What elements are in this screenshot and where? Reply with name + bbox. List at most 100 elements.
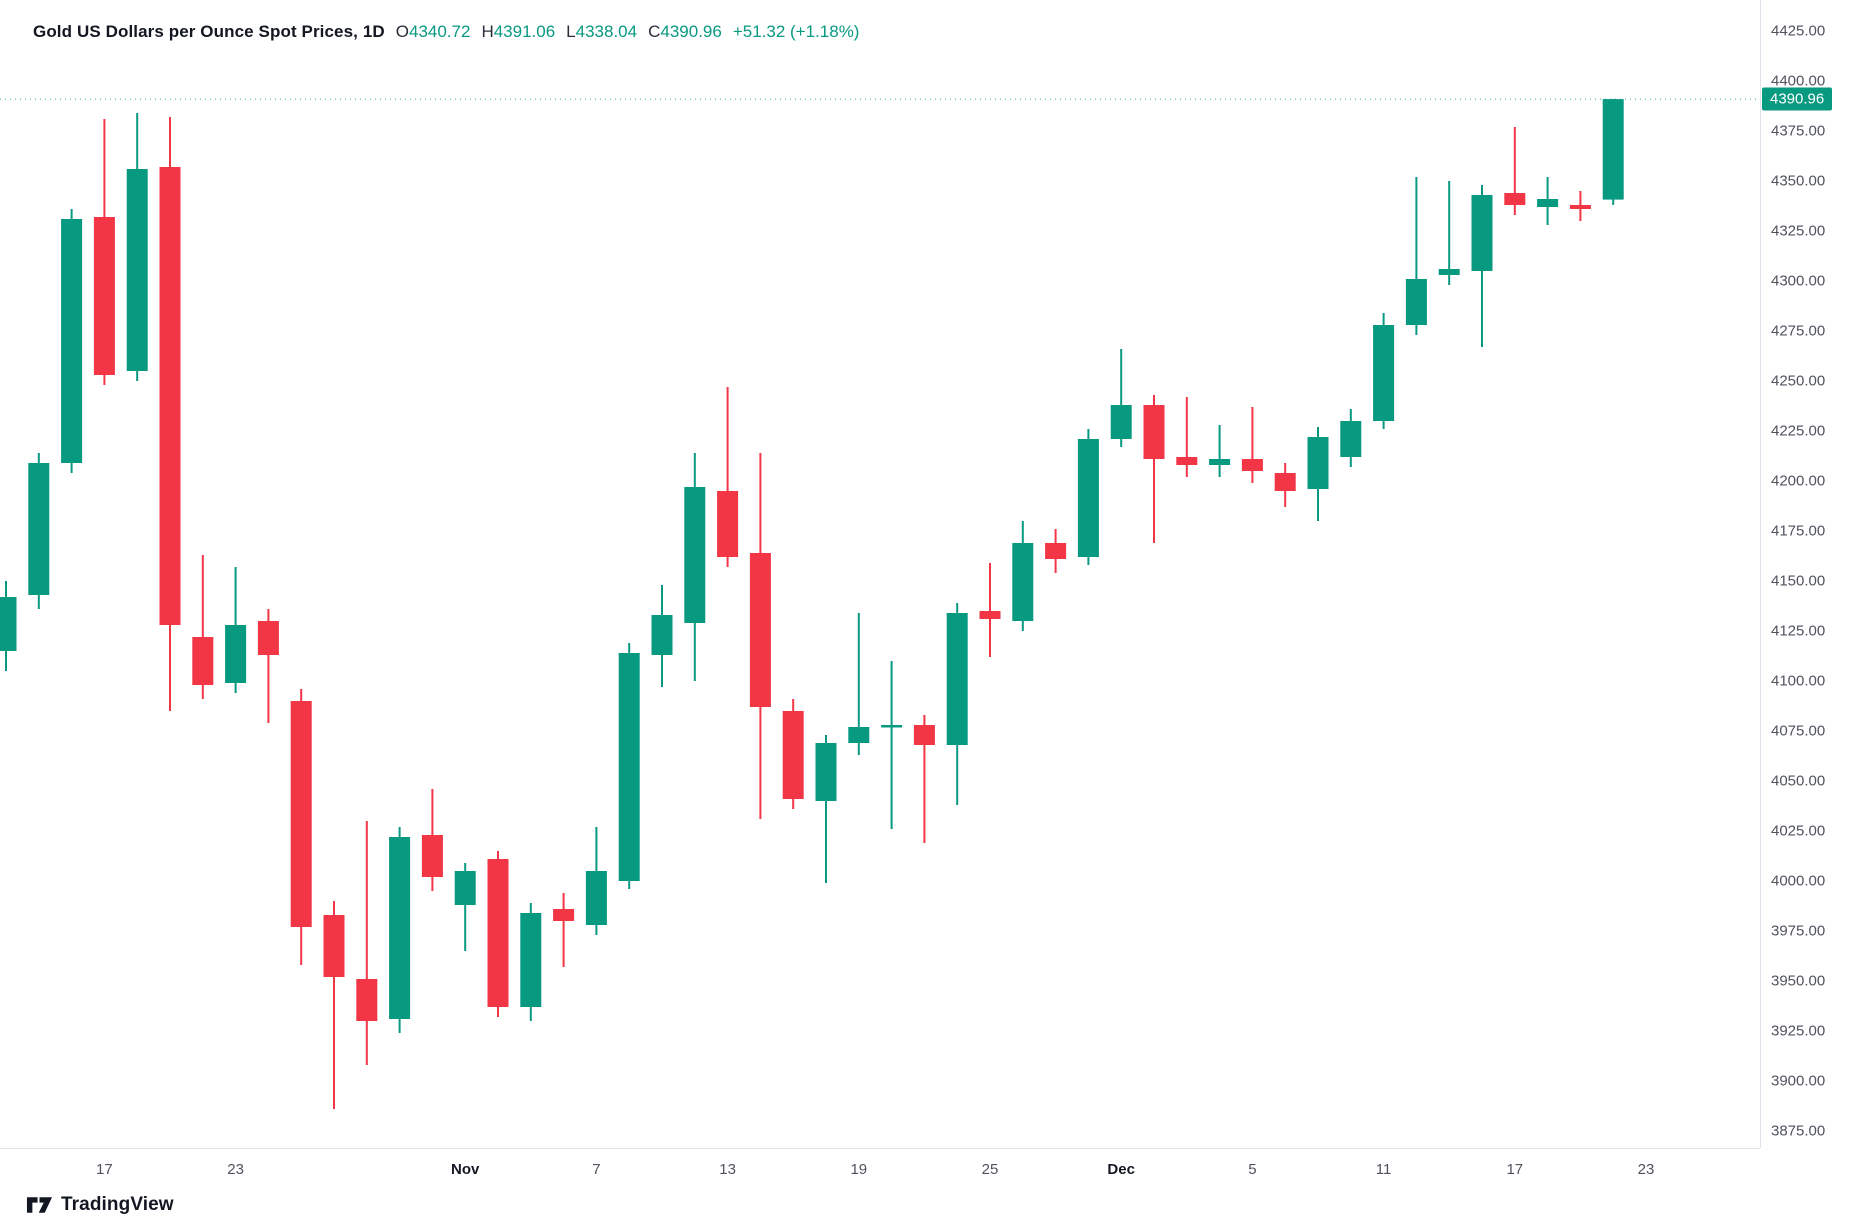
- time-tick-label: 17: [1506, 1161, 1524, 1178]
- candle: [225, 567, 247, 693]
- close-label: C: [648, 22, 661, 41]
- symbol-title[interactable]: Gold US Dollars per Ounce Spot Prices, 1…: [33, 22, 385, 41]
- candle: [651, 585, 673, 687]
- candle: [356, 821, 378, 1065]
- price-tick-label: 4000.00: [1771, 872, 1826, 890]
- high-label: H: [481, 22, 494, 41]
- candle: [881, 661, 903, 829]
- time-tick-label: 11: [1375, 1161, 1392, 1178]
- ohlc-open: O 4340.72: [396, 22, 471, 42]
- time-tick-label: 23: [227, 1161, 244, 1178]
- candle: [913, 715, 935, 843]
- candle: [192, 555, 214, 699]
- candle: [1438, 181, 1460, 285]
- candle: [1569, 191, 1591, 221]
- candle: [93, 119, 115, 385]
- candle: [1209, 425, 1231, 477]
- price-tick-label: 4200.00: [1771, 472, 1826, 490]
- price-axis[interactable]: 4390.96 4425.00 4400.00 4375.00 4350.00 4325…: [1760, 0, 1852, 1148]
- candle: [257, 609, 279, 723]
- price-tick-label: 4050.00: [1771, 772, 1826, 790]
- candle: [585, 827, 607, 935]
- close-value: 4390.96: [660, 22, 722, 41]
- price-tick-label: 4225.00: [1771, 422, 1826, 440]
- price-tick-label: 4075.00: [1771, 722, 1826, 740]
- candle: [1176, 397, 1198, 477]
- price-change: +51.32 (+1.18%): [732, 22, 860, 41]
- last-price-label: 4390.96: [1762, 87, 1833, 111]
- candle: [749, 453, 771, 819]
- candle: [520, 903, 542, 1021]
- brand-name[interactable]: TradingView: [61, 1194, 174, 1215]
- open-value: 4340.72: [408, 22, 471, 41]
- candle: [1340, 409, 1362, 467]
- candle: [0, 581, 17, 671]
- candle: [1077, 429, 1099, 565]
- candle: [618, 643, 640, 889]
- price-tick-label: 4250.00: [1771, 372, 1826, 390]
- time-tick-label: 7: [592, 1161, 601, 1178]
- time-tick-label: 25: [981, 1161, 999, 1178]
- candle: [1012, 521, 1034, 631]
- candle: [61, 209, 83, 473]
- tradingview-logo[interactable]: [26, 1196, 53, 1214]
- time-tick-label: 19: [850, 1161, 868, 1178]
- time-tick-label: Nov: [451, 1161, 480, 1178]
- candle: [1307, 427, 1329, 521]
- price-tick-label: 4150.00: [1771, 572, 1826, 590]
- candle: [389, 827, 411, 1033]
- price-tick-label: 4425.00: [1771, 22, 1826, 40]
- candle: [1537, 177, 1559, 225]
- low-label: L: [566, 22, 576, 41]
- price-tick-label: 4025.00: [1771, 822, 1826, 840]
- candlestick-plot[interactable]: [0, 0, 1760, 1148]
- candle: [1045, 529, 1067, 573]
- open-label: O: [395, 22, 409, 41]
- price-tick-label: 4375.00: [1771, 122, 1826, 140]
- candle: [684, 453, 706, 681]
- candle: [1405, 177, 1427, 335]
- low-value: 4338.04: [575, 22, 638, 41]
- price-tick-label: 3875.00: [1771, 1122, 1826, 1140]
- price-tick-label: 3975.00: [1771, 922, 1826, 940]
- price-tick-label: 4100.00: [1771, 672, 1826, 690]
- time-tick-label: Dec: [1107, 1161, 1135, 1178]
- ohlc-close: C 4390.96: [648, 22, 722, 42]
- candle: [553, 893, 575, 967]
- candle: [454, 863, 476, 951]
- candle: [323, 901, 345, 1109]
- candle: [126, 113, 148, 381]
- ohlc-low: L 4338.04: [566, 22, 637, 42]
- candle: [717, 387, 739, 567]
- candle: [848, 613, 870, 755]
- plot-area[interactable]: [0, 0, 1760, 1148]
- candle: [1504, 127, 1526, 215]
- candle: [1274, 463, 1296, 507]
- price-tick-label: 4350.00: [1771, 172, 1826, 190]
- candle: [979, 563, 1001, 657]
- ohlc-high: H 4391.06: [481, 22, 555, 42]
- candle: [421, 789, 443, 891]
- candle: [946, 603, 968, 805]
- price-tick-label: 3900.00: [1771, 1072, 1826, 1090]
- price-tick-label: 4325.00: [1771, 222, 1826, 240]
- price-tick-label: 4275.00: [1771, 322, 1826, 340]
- candle: [782, 699, 804, 809]
- candle: [1110, 349, 1132, 447]
- candle: [1471, 185, 1493, 347]
- candle: [1373, 313, 1395, 429]
- price-tick-label: 3925.00: [1771, 1022, 1826, 1040]
- candle: [28, 453, 50, 609]
- symbol-legend: Gold US Dollars per Ounce Spot Prices, 1…: [33, 22, 859, 42]
- candle: [815, 735, 837, 883]
- candle: [1241, 407, 1263, 483]
- price-tick-label: 4125.00: [1771, 622, 1826, 640]
- time-tick-label: 13: [719, 1161, 736, 1178]
- time-axis[interactable]: 17 23 Nov 7 13 19 25 Dec 5 11 17 23: [0, 1148, 1760, 1192]
- candle: [290, 689, 312, 965]
- candle: [1602, 98, 1624, 205]
- time-tick-label: 5: [1248, 1161, 1257, 1178]
- candle: [159, 117, 181, 711]
- candle: [1143, 395, 1165, 543]
- time-tick-label: 17: [96, 1161, 113, 1178]
